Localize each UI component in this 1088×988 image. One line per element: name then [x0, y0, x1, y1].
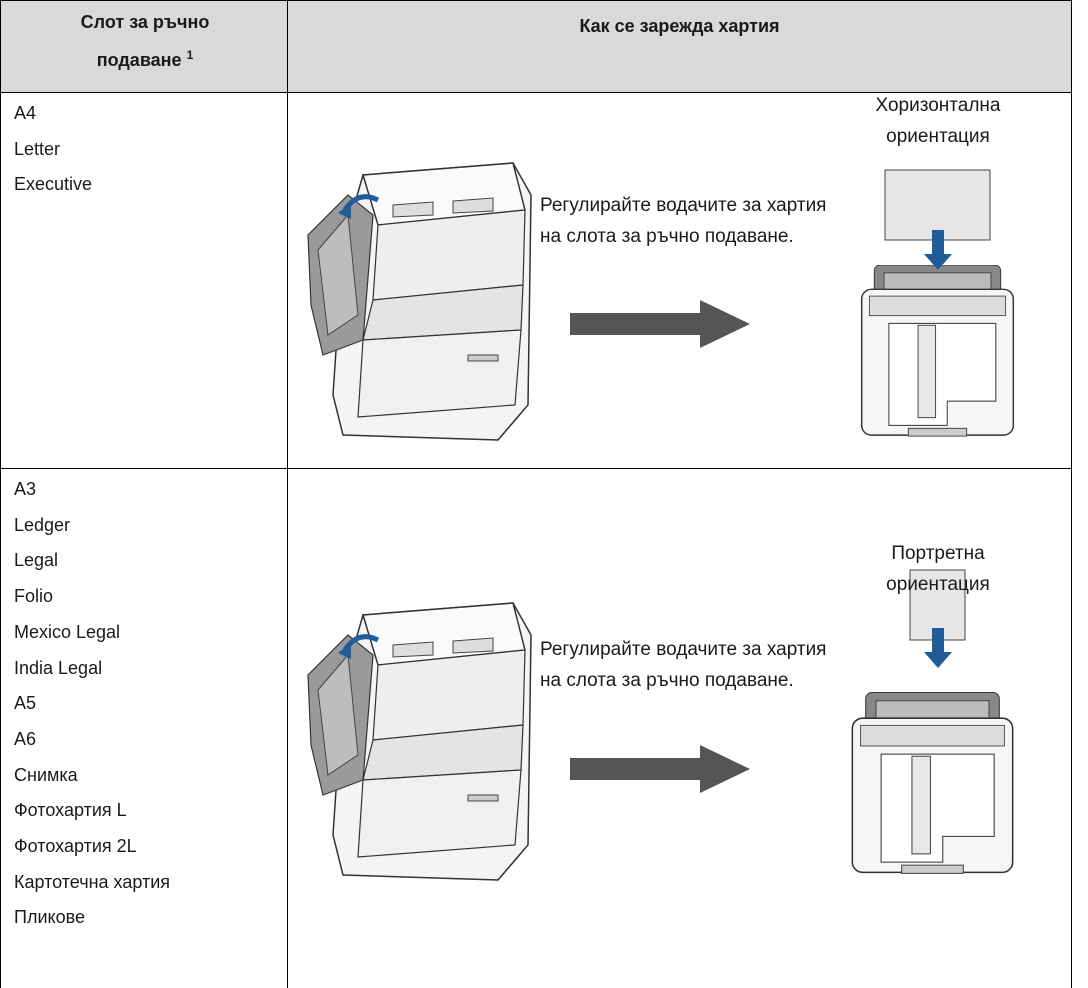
orientation-label: Хоризонтална ориентация: [875, 95, 1001, 147]
instruction: Регулирайте водачите за хартия на слота …: [540, 195, 827, 247]
paper-size: Legal: [14, 550, 59, 571]
header-cell: Слот за ръчно подаване 1: [40, 6, 250, 77]
paper-size: India Legal: [14, 657, 103, 678]
paper-size: A6: [14, 728, 37, 749]
paper-size: Ledger: [14, 514, 71, 535]
paper-size: A3: [14, 479, 37, 499]
paper-size: Картотечна хартия: [14, 871, 171, 892]
border: [287, 0, 288, 988]
paper-size: Executive: [14, 174, 93, 195]
border: [0, 0, 1, 988]
paper-size: Снимка: [14, 764, 78, 785]
header-text: Слот за ръчно подаване: [80, 12, 210, 70]
header-cell: Как се зарежда хартия: [579, 16, 780, 36]
paper-size: Фотохартия 2L: [14, 836, 137, 856]
border: [1071, 0, 1072, 988]
footnote-mark: 1: [186, 48, 194, 62]
paper-size: Пликове: [14, 907, 85, 928]
paper-size: Фотохартия L: [14, 800, 127, 821]
instruction: Регулирайте водачите за хартия на слота …: [540, 639, 827, 691]
header-row: [1, 1, 1071, 92]
paper-size: Mexico Legal: [14, 621, 121, 642]
paper-size: A5: [14, 693, 37, 714]
paper-size: Letter: [14, 138, 61, 159]
border: [0, 468, 1072, 469]
paper-size: A4: [14, 103, 37, 123]
paper-size: Folio: [14, 586, 54, 607]
border: [0, 92, 1072, 93]
orientation-label: Портретна ориентация: [886, 543, 990, 595]
border: [0, 0, 1072, 1]
